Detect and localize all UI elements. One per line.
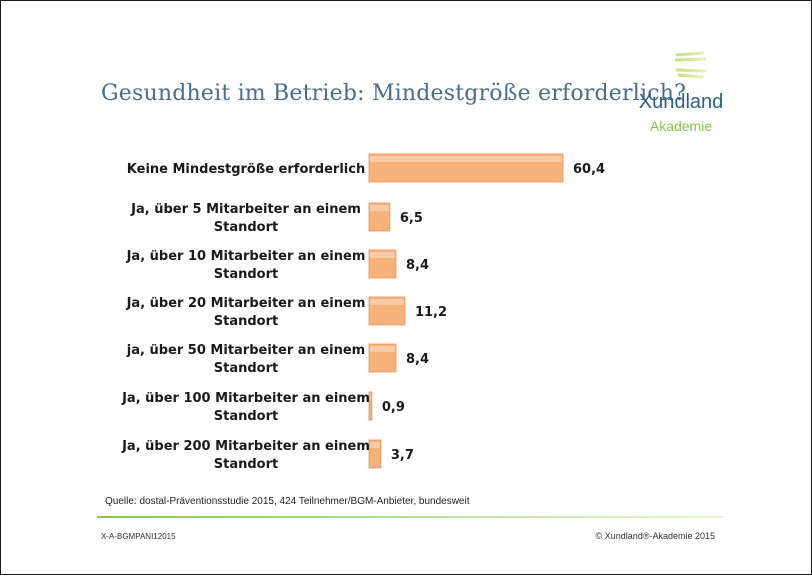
category-label-line: Standort [214, 457, 278, 472]
logo-subtitle: Akademie [649, 118, 713, 134]
category-label-line: Ja, über 100 Mitarbeiter an einem [121, 391, 370, 406]
category-label-line: Ja, über 5 Mitarbeiter an einem [130, 202, 361, 217]
data-label: 60,4 [573, 162, 605, 177]
category-label-line: Standort [214, 220, 278, 235]
bar-chart: 60,4 Keine Mindestgröße erforderlich 6,5 Ja… [121, 153, 605, 472]
logo-mark-icon [664, 49, 707, 84]
category-label-line: ja, über 50 Mitarbeiter an einem [126, 343, 365, 358]
category-label: Ja, über 10 Mitarbeiter an einem Standort [126, 249, 366, 282]
category-label: Ja, über 20 Mitarbeiter an einem Standort [126, 296, 366, 329]
bar-highlight [370, 299, 404, 305]
data-label: 6,5 [400, 211, 423, 226]
category-label: Ja, über 5 Mitarbeiter an einem Standort [130, 202, 361, 235]
category-label-line: Standort [214, 267, 278, 282]
footer-divider [97, 516, 723, 518]
bar-highlight [370, 394, 371, 400]
bar-highlight [370, 156, 562, 162]
category-label: Keine Mindestgröße erforderlich [127, 162, 365, 177]
category-label-line: Keine Mindestgröße erforderlich [127, 162, 365, 177]
source-note: Quelle: dostal-Präventionsstudie 2015, 4… [105, 496, 470, 507]
footer-code: X-A-BGMPANI12015 [101, 532, 176, 541]
page-title: Gesundheit im Betrieb: Mindestgröße erfo… [101, 81, 687, 106]
bar [368, 439, 382, 469]
footer-copyright: © Xundland®-Akademie 2015 [595, 531, 715, 541]
data-label: 3,7 [391, 448, 414, 463]
category-label-line: Ja, über 10 Mitarbeiter an einem [126, 249, 366, 264]
data-label: 8,4 [406, 352, 429, 367]
category-label-line: Ja, über 20 Mitarbeiter an einem [126, 296, 366, 311]
category-label-line: Standort [214, 361, 278, 376]
bar [368, 391, 373, 421]
data-label: 11,2 [415, 305, 447, 320]
category-label: Ja, über 100 Mitarbeiter an einem Standor… [121, 391, 370, 424]
category-label-line: Standort [214, 409, 278, 424]
bar-highlight [370, 205, 389, 211]
data-label: 8,4 [406, 258, 429, 273]
bar-highlight [370, 442, 380, 448]
data-label: 0,9 [382, 400, 405, 415]
bar-highlight [370, 346, 395, 352]
category-label: ja, über 50 Mitarbeiter an einem Standort [126, 343, 365, 376]
category-label: Ja, über 200 Mitarbeiter an einem Standor… [121, 439, 370, 472]
category-label-line: Ja, über 200 Mitarbeiter an einem [121, 439, 370, 454]
logo-name: Xundland [638, 91, 724, 113]
xundland-logo: Xundland Akademie [626, 45, 736, 137]
category-label-line: Standort [214, 314, 278, 329]
bar-highlight [370, 252, 395, 258]
